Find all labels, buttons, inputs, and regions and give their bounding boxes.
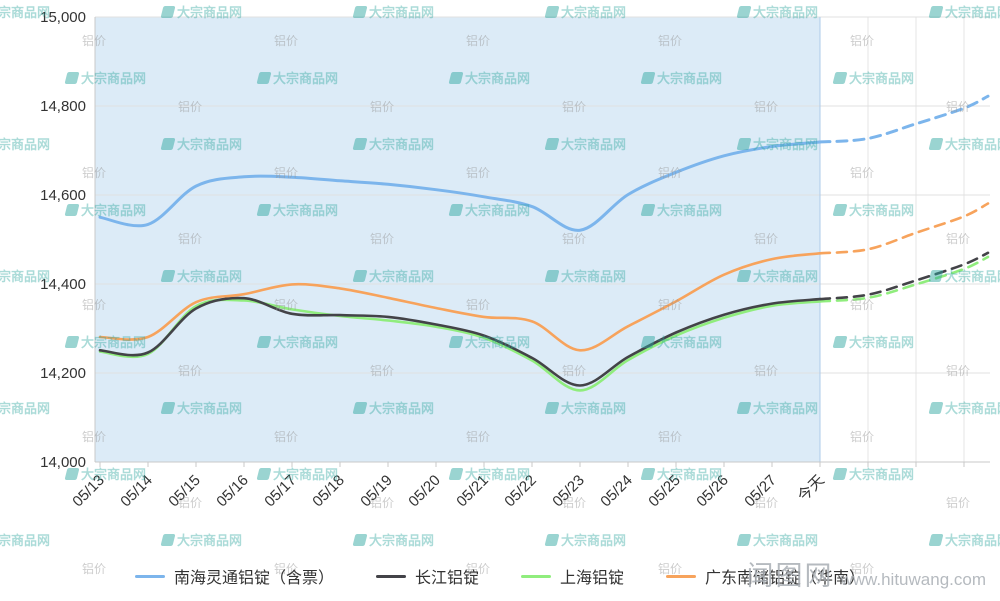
series-forecast-line-3 xyxy=(818,202,990,255)
x-axis-label: 05/15 xyxy=(165,472,204,511)
legend-swatch xyxy=(666,574,697,578)
y-axis-label: 14,200 xyxy=(40,365,86,382)
x-axis-label: 05/27 xyxy=(741,472,780,511)
legend-swatch xyxy=(134,574,165,578)
x-axis-label: 05/26 xyxy=(693,472,732,511)
x-axis-label: 05/16 xyxy=(213,472,252,511)
series-line-1 xyxy=(98,296,822,387)
series-forecast-line-1 xyxy=(818,251,990,301)
x-axis-label: 05/20 xyxy=(405,472,444,511)
series-forecast-line-2 xyxy=(818,255,990,303)
legend-label: 上海铝锭 xyxy=(560,570,625,587)
x-axis-label: 05/24 xyxy=(597,472,636,511)
legend-swatch xyxy=(375,574,406,578)
legend-swatch xyxy=(521,574,551,578)
legend-label: 长江铝锭 xyxy=(414,570,479,587)
x-axis-label: 05/17 xyxy=(261,472,300,511)
x-axis-label: 05/18 xyxy=(309,472,348,511)
y-axis-label: 15,000 xyxy=(40,9,86,26)
x-axis-label: 05/23 xyxy=(549,472,588,511)
y-axis-label: 14,800 xyxy=(40,98,86,115)
y-axis-label: 14,400 xyxy=(40,276,86,293)
y-axis-label: 14,000 xyxy=(40,454,86,471)
legend-item-2[interactable]: 上海铝锭 xyxy=(521,564,624,588)
x-axis-label: 05/21 xyxy=(453,472,492,511)
legend-item-1[interactable]: 长江铝锭 xyxy=(375,564,479,588)
chart-legend: 南海灵通铝锭（含票） 长江铝锭 上海铝锭 广东南储铝锭（华南） xyxy=(0,564,1000,588)
x-axis-label: 05/22 xyxy=(501,472,540,511)
x-axis-label: 今天 xyxy=(795,472,828,505)
legend-item-0[interactable]: 南海灵通铝锭（含票） xyxy=(134,564,334,588)
series-forecast-line-0 xyxy=(818,94,990,144)
legend-item-3[interactable]: 广东南储铝锭（华南） xyxy=(666,564,865,588)
x-axis-label: 05/19 xyxy=(357,472,396,511)
legend-label: 南海灵通铝锭（含票） xyxy=(173,570,334,587)
history-plot-band xyxy=(95,17,820,462)
series-line-3 xyxy=(98,252,822,352)
series-line-0 xyxy=(98,140,822,232)
y-axis-label: 14,600 xyxy=(40,187,86,204)
x-axis-label: 05/14 xyxy=(117,472,156,511)
x-axis-label: 05/13 xyxy=(69,472,108,511)
x-axis-label: 05/25 xyxy=(645,472,684,511)
legend-label: 广东南储铝锭（华南） xyxy=(705,570,866,587)
